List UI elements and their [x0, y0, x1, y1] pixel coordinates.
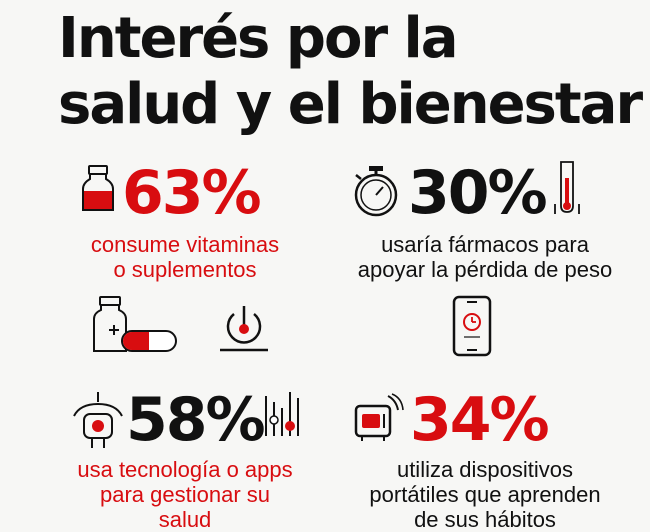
pill-bottle-and-capsule-icon: [93, 296, 177, 352]
fitness-tracker-icon: [73, 392, 123, 448]
stat-apps-value: 58%: [126, 385, 266, 455]
medicine-bottle-icon: [82, 165, 114, 211]
stat-drugs-description: usaría fármacos para apoyar la pérdida d…: [357, 232, 613, 282]
power-button-icon: [220, 306, 268, 352]
page-title: Interés por la salud y el bienestar: [58, 6, 643, 137]
smart-speaker-icon: [354, 393, 404, 441]
stopwatch-icon: [354, 166, 398, 217]
stat-wearables-value: 34%: [410, 385, 550, 455]
bar-chart-icon: [265, 392, 299, 436]
stat-vitamins-description: consume vitaminas o suplementos: [90, 232, 280, 282]
stat-apps-description: usa tecnología o apps para gestionar su …: [77, 457, 293, 532]
thermometer-icon: [554, 161, 580, 214]
stat-wearables-description: utiliza dispositivos portátiles que apre…: [369, 457, 601, 532]
stat-drugs-value: 30%: [408, 158, 548, 228]
stat-vitamins-value: 63%: [122, 158, 262, 228]
smartphone-alarm-icon: [452, 295, 492, 357]
